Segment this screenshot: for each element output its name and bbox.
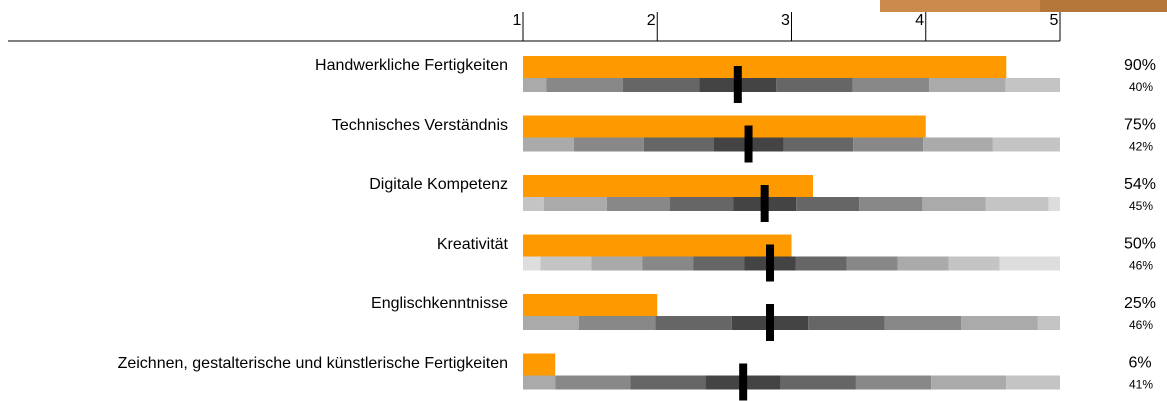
distribution-band [859, 197, 922, 211]
distribution-band [655, 316, 732, 330]
distribution-band [644, 138, 714, 152]
distribution-band [1006, 376, 1060, 390]
marker [766, 245, 774, 282]
distribution-band [1000, 257, 1051, 271]
distribution-band [885, 316, 962, 330]
marker-label: 41% [1129, 378, 1153, 392]
x-tick-label: 5 [1050, 12, 1059, 29]
distribution-band [1049, 197, 1060, 211]
distribution-band [642, 257, 693, 271]
distribution-band [922, 197, 985, 211]
distribution-band [853, 138, 923, 152]
distribution-band [796, 197, 859, 211]
marker-label: 46% [1129, 318, 1153, 332]
distribution-band [544, 197, 607, 211]
value-label: 50% [1124, 236, 1156, 253]
marker-label: 46% [1129, 259, 1153, 273]
page: 1 2 3 4 5 90% 40% 75% 42% 54% 45% 50% 46% 25% 46% 6% 41%… [0, 0, 1167, 401]
distribution-band [623, 78, 700, 92]
distribution-band [540, 257, 591, 271]
marker [761, 185, 769, 222]
value-label: 75% [1124, 117, 1156, 134]
row-label: Zeichnen, gestalterische und künstlerisc… [68, 351, 508, 377]
distribution-band [808, 316, 885, 330]
distribution-band [898, 257, 949, 271]
header-image-shade [1040, 0, 1167, 12]
distribution-band [931, 376, 1006, 390]
distribution-band [776, 78, 853, 92]
marker [766, 304, 774, 341]
distribution-band [523, 197, 544, 211]
value-label: 54% [1124, 176, 1156, 193]
row-label: Englischkenntnisse [68, 291, 508, 317]
distribution-band [546, 78, 623, 92]
x-tick-label: 3 [781, 12, 790, 29]
distribution-band [1006, 78, 1060, 92]
distribution-band [949, 257, 1000, 271]
distribution-band [693, 257, 744, 271]
distribution-band [985, 197, 1048, 211]
marker [734, 66, 742, 103]
row-label: Handwerkliche Fertigkeiten [68, 53, 508, 79]
marker-label: 45% [1129, 199, 1153, 213]
distribution-band [630, 376, 705, 390]
distribution-band [579, 316, 656, 330]
distribution-band [929, 78, 1006, 92]
distribution-band [523, 138, 574, 152]
distribution-band [523, 78, 546, 92]
x-tick-label: 4 [915, 12, 924, 29]
distribution-band [607, 197, 670, 211]
distribution-band [523, 257, 540, 271]
distribution-band [796, 257, 847, 271]
value-label: 6% [1128, 355, 1151, 372]
distribution-band [1038, 316, 1060, 330]
distribution-band [574, 138, 644, 152]
bar [523, 116, 926, 138]
distribution-band [781, 376, 856, 390]
row-label: Digitale Kompetenz [68, 172, 508, 198]
distribution-band [847, 257, 898, 271]
distribution-band [856, 376, 931, 390]
distribution-band [783, 138, 853, 152]
bar [523, 56, 1006, 78]
bar [523, 235, 792, 257]
distribution-band [670, 197, 733, 211]
distribution-band [961, 316, 1038, 330]
row-label: Technisches Verständnis [68, 113, 508, 139]
distribution-band [853, 78, 930, 92]
bar [523, 294, 657, 316]
x-tick-label: 2 [647, 12, 656, 29]
distribution-band [993, 138, 1060, 152]
marker [739, 364, 747, 401]
marker [745, 126, 753, 163]
distribution-band [555, 376, 630, 390]
bar [523, 175, 813, 197]
distribution-band [523, 376, 555, 390]
marker-label: 40% [1129, 80, 1153, 94]
distribution-band [591, 257, 642, 271]
value-label: 90% [1124, 57, 1156, 74]
x-tick-label: 1 [513, 12, 522, 29]
distribution-band [523, 316, 579, 330]
bar [523, 354, 555, 376]
marker-label: 42% [1129, 140, 1153, 154]
distribution-band [923, 138, 993, 152]
row-label: Kreativität [68, 232, 508, 258]
distribution-band [1051, 257, 1060, 271]
value-label: 25% [1124, 295, 1156, 312]
